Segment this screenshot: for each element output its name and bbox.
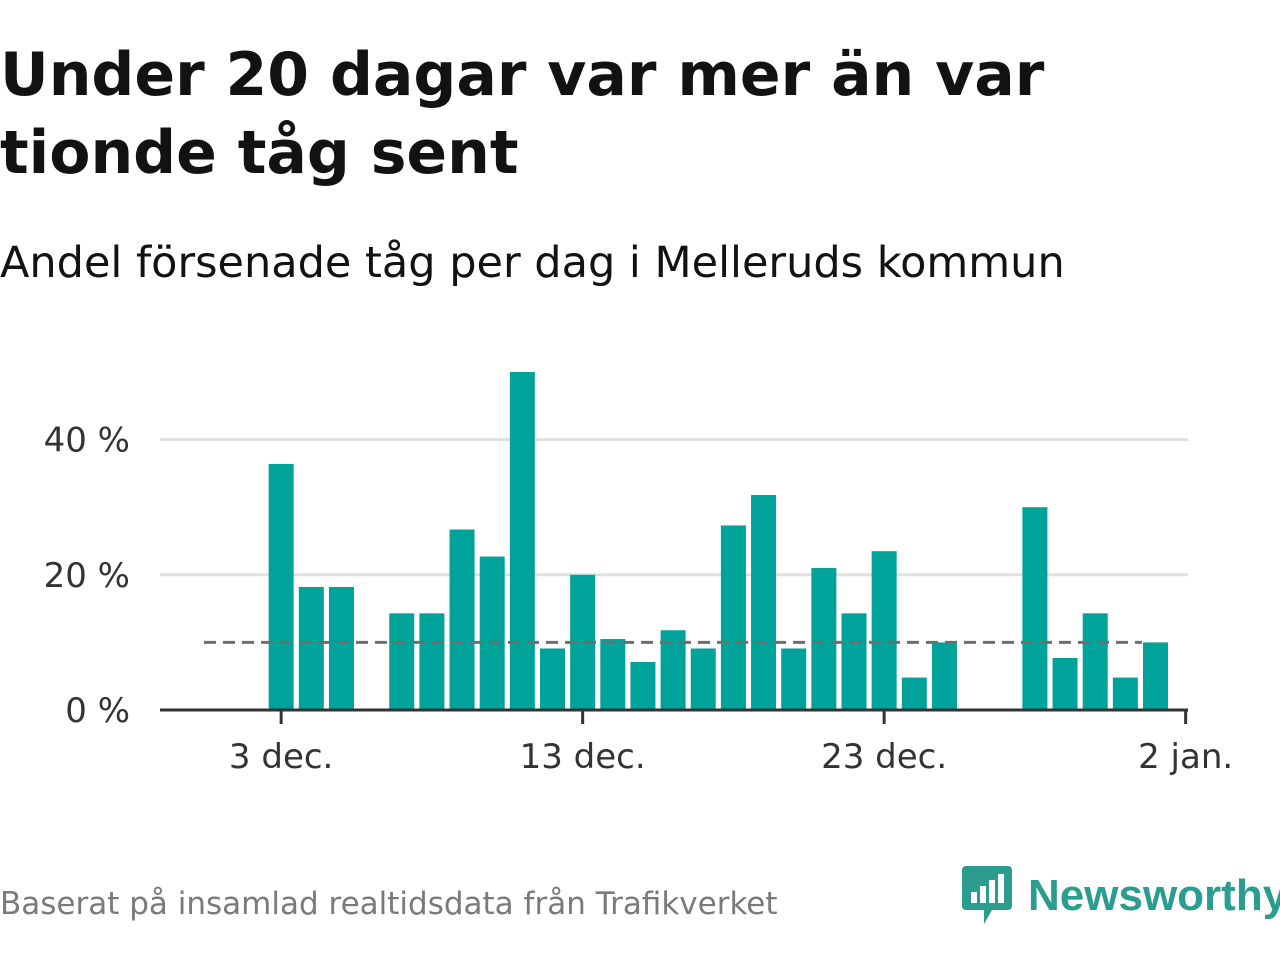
brand-logo: Newsworthy (962, 864, 1280, 928)
bar (419, 613, 445, 710)
newsworthy-logo-icon (962, 866, 1012, 924)
bar (1143, 642, 1168, 710)
y-tick-label: 40 % (44, 421, 130, 461)
x-tick-label: 3 dec. (229, 737, 333, 777)
bar (1082, 613, 1108, 710)
bar (1112, 677, 1138, 710)
bar (449, 529, 475, 710)
bars (268, 372, 1168, 710)
y-tick-label: 20 % (44, 556, 130, 596)
bar (1052, 657, 1078, 710)
chart-title: Under 20 dagar var mer än var tionde tåg… (0, 40, 1045, 188)
bar (901, 677, 927, 710)
bar (540, 648, 565, 710)
bar (811, 568, 837, 710)
bar (781, 648, 807, 710)
source-note: Baserat på insamlad realtidsdata från Tr… (0, 886, 778, 922)
bar (509, 372, 535, 710)
grid-lines (160, 438, 1188, 577)
bar (720, 525, 746, 710)
bar (298, 586, 324, 710)
bar (389, 613, 415, 710)
y-tick-label: 0 % (65, 691, 130, 731)
chart-subtitle: Andel försenade tåg per dag i Melleruds … (0, 238, 1065, 288)
bar (600, 639, 626, 710)
x-tick-label: 13 dec. (520, 737, 646, 777)
bar (268, 463, 294, 710)
bar (479, 556, 505, 710)
bar (931, 642, 957, 710)
x-tick-label: 2 jan. (1138, 737, 1233, 777)
x-tick-label: 23 dec. (821, 737, 947, 777)
bar (841, 613, 867, 710)
bar-chart: 0 % 20 % 40 % 3 dec. 13 dec. 23 dec. 2 j… (44, 372, 1234, 777)
bar (751, 495, 777, 710)
bar (328, 586, 354, 710)
bar (1022, 507, 1048, 710)
bar (630, 662, 656, 710)
bar (871, 551, 897, 710)
brand-name: Newsworthy (1028, 871, 1280, 920)
axes: 0 % 20 % 40 % 3 dec. 13 dec. 23 dec. 2 j… (44, 421, 1234, 777)
bar (690, 648, 716, 710)
